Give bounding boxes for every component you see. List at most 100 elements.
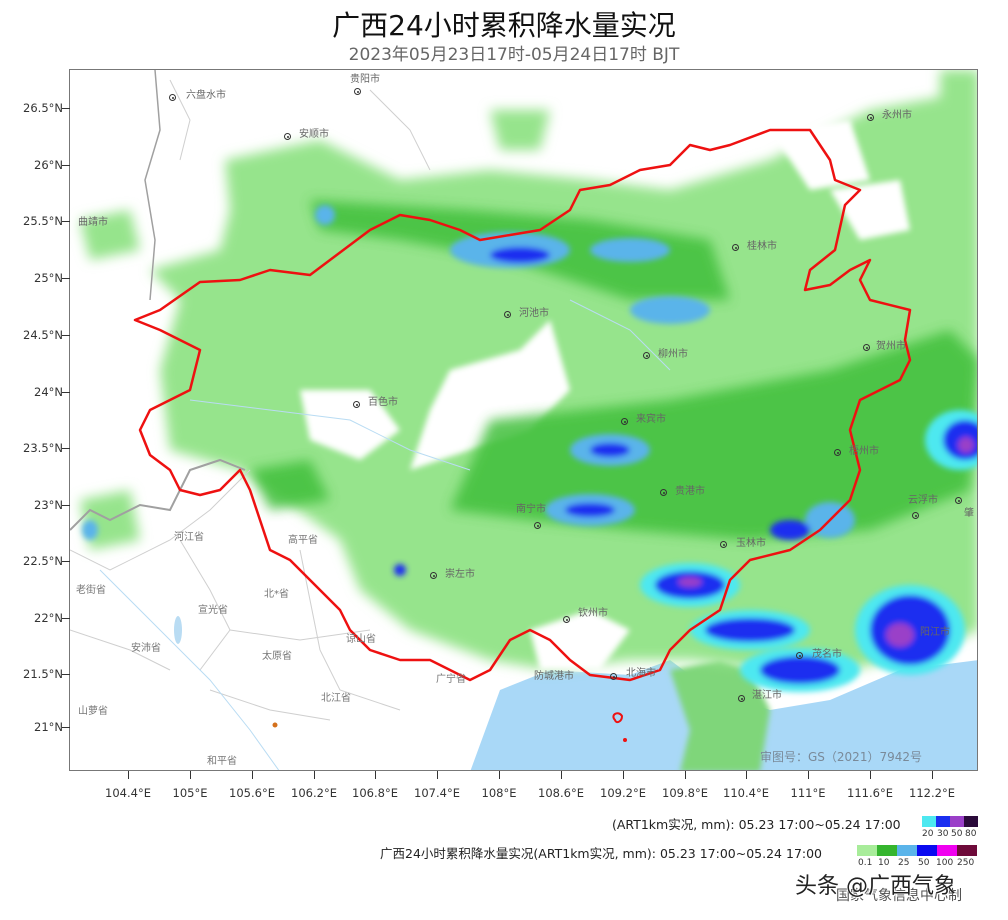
city-marker-icon [563,616,570,623]
y-tick-label: 23°N [34,498,63,512]
city-marker-icon [955,497,962,504]
x-tick-label: 104.4°E [105,786,151,800]
province-label: 和平省 [207,756,237,767]
city-label: 南宁市 [516,504,546,515]
city-label: 河池市 [519,308,549,319]
city-label: 阳江市 [920,627,950,638]
legend-label: 50 [951,829,963,839]
legend-swatch [922,816,936,827]
city-label: 北海市 [626,668,656,679]
city-marker-icon [863,344,870,351]
city-label: 云浮市 [908,495,938,506]
map-approval-number: 审图号：GS（2021）7942号 [760,750,922,764]
province-label: 北江省 [321,693,351,704]
legend-swatch [857,845,877,856]
city-marker-icon [738,695,745,702]
data-source-credit: 国家气象信息中心制 [836,888,962,904]
legend-swatch [964,816,978,827]
city-marker-icon [867,114,874,121]
legend-secondary-text: (ART1km实况, mm): 05.23 17:00~05.24 17:00 [612,817,901,832]
city-label: 玉林市 [736,538,766,549]
watermark: 头条 @广西气象 [795,874,956,899]
legend-label: 50 [918,858,930,868]
city-marker-icon [169,94,176,101]
province-label: 太原省 [262,651,292,662]
province-label: 谅山省 [346,634,376,645]
province-label: 宣光省 [198,605,228,616]
city-label: 湛江市 [752,690,782,701]
city-label: 崇左市 [445,569,475,580]
city-label: 贵阳市 [350,74,380,85]
province-label: 老街省 [76,585,106,596]
map-graphic [70,70,977,770]
x-tick-label: 105°E [172,786,208,800]
x-tick-label: 107.4°E [414,786,460,800]
province-label: 广宁省 [436,674,466,685]
legend-swatch [936,816,950,827]
y-tick-label: 25°N [34,271,63,285]
legend-label: 10 [878,858,890,868]
x-tick-label: 109.2°E [600,786,646,800]
page-title: 广西24小时累积降水量实况 [332,9,676,42]
y-tick-label: 22.5°N [23,554,63,568]
city-label: 贵港市 [675,486,705,497]
city-marker-icon [430,572,437,579]
city-label: 钦州市 [578,608,608,619]
city-marker-icon [720,541,727,548]
legend-swatch [937,845,957,856]
x-tick-label: 111°E [790,786,826,800]
city-label: 梧州市 [849,446,879,457]
city-marker-icon [732,244,739,251]
province-label: 北*省 [264,589,289,600]
x-tick-label: 108°E [481,786,517,800]
city-label: 永州市 [882,110,912,121]
province-label: 安沛省 [131,643,161,654]
province-label: 山萝省 [78,706,108,717]
y-tick-label: 21°N [34,720,63,734]
city-label: 柳州市 [658,349,688,360]
city-marker-icon [621,418,628,425]
city-label: 安顺市 [299,129,329,140]
city-marker-icon [504,311,511,318]
city-label: 贺州市 [876,341,906,352]
y-tick-label: 26°N [34,158,63,172]
city-label: 桂林市 [747,241,777,252]
province-label: 高平省 [288,535,318,546]
legend-label: 80 [965,829,977,839]
legend-label: 250 [957,858,975,868]
legend-swatch [950,816,964,827]
legend-swatch [897,845,917,856]
city-marker-icon [353,401,360,408]
legend-primary-text: 广西24小时累积降水量实况(ART1km实况, mm): 05.23 17:00… [380,846,823,861]
city-marker-icon [834,449,841,456]
y-tick-label: 21.5°N [23,667,63,681]
city-marker-icon [354,88,361,95]
x-tick-label: 108.6°E [538,786,584,800]
city-label: 来宾市 [636,414,666,425]
city-label: 茂名市 [812,649,842,660]
y-tick-label: 24.5°N [23,328,63,342]
city-marker-icon [534,522,541,529]
city-label: 六盘水市 [186,90,226,101]
city-marker-icon [284,133,291,140]
legend-label: 100 [936,858,954,868]
legend-label: 0.1 [858,858,873,868]
legend-swatch [957,845,977,856]
legend-label: 30 [937,829,949,839]
city-label: 曲靖市 [78,217,108,228]
city-marker-icon [643,352,650,359]
city-label: 防城港市 [534,671,574,682]
legend-label: 20 [922,829,934,839]
city-marker-icon [912,512,919,519]
city-label: 百色市 [368,397,398,408]
y-tick-label: 24°N [34,385,63,399]
legend-label: 25 [898,858,910,868]
x-tick-label: 110.4°E [723,786,769,800]
city-marker-icon [610,673,617,680]
province-label: 河江省 [174,532,204,543]
y-tick-label: 25.5°N [23,214,63,228]
legend-swatch [877,845,897,856]
city-marker-icon [660,489,667,496]
x-tick-label: 112.2°E [909,786,955,800]
x-tick-label: 111.6°E [847,786,893,800]
